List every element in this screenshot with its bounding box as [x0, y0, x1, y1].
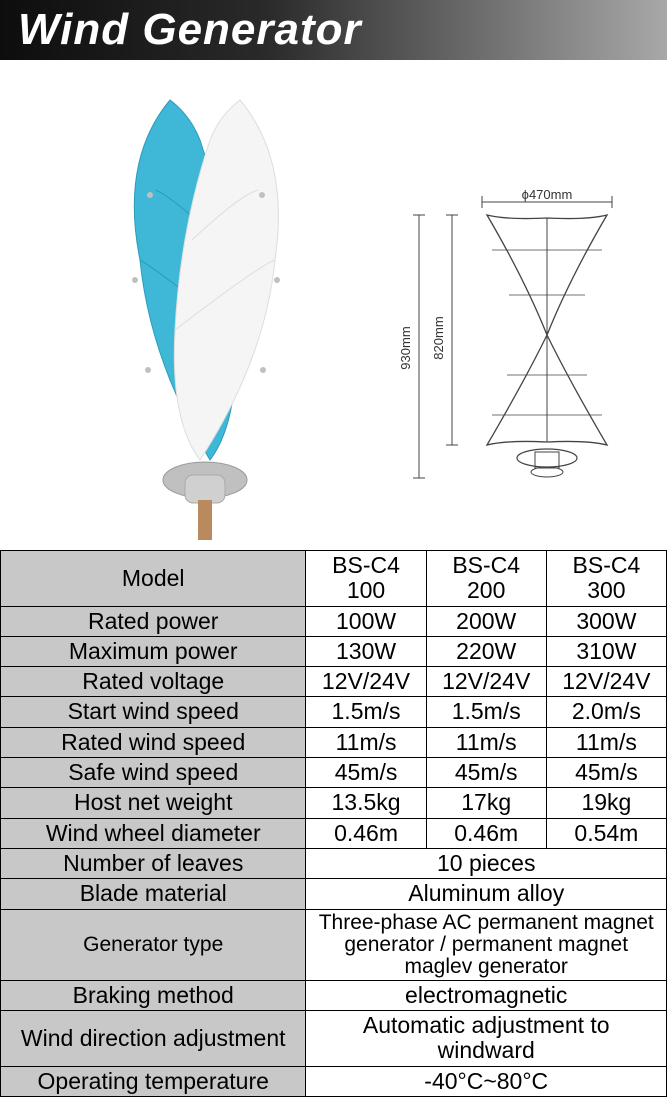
spec-value: 1.5m/s — [306, 697, 426, 727]
table-row: Number of leaves10 pieces — [1, 848, 667, 878]
table-row: Safe wind speed45m/s45m/s45m/s — [1, 758, 667, 788]
spec-label: Wind direction adjustment — [1, 1011, 306, 1067]
table-row: Operating temperature-40°C~80°C — [1, 1066, 667, 1096]
table-row: Wind wheel diameter0.46m0.46m0.54m — [1, 818, 667, 848]
spec-value: 310W — [546, 636, 666, 666]
spec-value: -40°C~80°C — [306, 1066, 667, 1096]
spec-value: 19kg — [546, 788, 666, 818]
page-title: Wind Generator — [18, 5, 362, 55]
spec-value: 100W — [306, 606, 426, 636]
turbine-schematic-drawing: ϕ470mm 820mm 930mm — [387, 190, 647, 490]
spec-value: 0.46m — [306, 818, 426, 848]
spec-value: 17kg — [426, 788, 546, 818]
table-row: Wind direction adjustmentAutomatic adjus… — [1, 1011, 667, 1067]
table-row: Generator typeThree-phase AC permanent m… — [1, 909, 667, 980]
spec-value: Three-phase AC permanent magnet generato… — [306, 909, 667, 980]
spec-value: 12V/24V — [306, 667, 426, 697]
dim-diameter: ϕ470mm — [522, 190, 573, 202]
spec-label: Rated wind speed — [1, 727, 306, 757]
product-spec-page: Wind Generator ϕ470mm — [0, 0, 667, 1097]
table-row: Braking methodelectromagnetic — [1, 980, 667, 1010]
turbine-product-image — [40, 80, 360, 540]
spec-value: 10 pieces — [306, 848, 667, 878]
table-row: ModelBS-C4 100BS-C4 200BS-C4 300 — [1, 551, 667, 607]
spec-value: 130W — [306, 636, 426, 666]
dim-height-930: 930mm — [398, 326, 413, 369]
spec-value: 11m/s — [426, 727, 546, 757]
table-row: Host net weight13.5kg17kg19kg — [1, 788, 667, 818]
spec-value: BS-C4 200 — [426, 551, 546, 607]
spec-label: Maximum power — [1, 636, 306, 666]
spec-label: Start wind speed — [1, 697, 306, 727]
spec-value: Aluminum alloy — [306, 879, 667, 909]
spec-label: Safe wind speed — [1, 758, 306, 788]
spec-label: Host net weight — [1, 788, 306, 818]
spec-value: 11m/s — [306, 727, 426, 757]
table-row: Rated voltage12V/24V12V/24V12V/24V — [1, 667, 667, 697]
spec-table: ModelBS-C4 100BS-C4 200BS-C4 300Rated po… — [0, 550, 667, 1097]
spec-value: 2.0m/s — [546, 697, 666, 727]
spec-value: 0.46m — [426, 818, 546, 848]
spec-value: 45m/s — [306, 758, 426, 788]
spec-value: 45m/s — [546, 758, 666, 788]
spec-value: BS-C4 300 — [546, 551, 666, 607]
spec-label: Rated voltage — [1, 667, 306, 697]
spec-value: 1.5m/s — [426, 697, 546, 727]
table-row: Start wind speed1.5m/s1.5m/s2.0m/s — [1, 697, 667, 727]
table-row: Rated wind speed11m/s11m/s11m/s — [1, 727, 667, 757]
spec-value: 12V/24V — [426, 667, 546, 697]
spec-value: Automatic adjustment to windward — [306, 1011, 667, 1067]
spec-value: 45m/s — [426, 758, 546, 788]
table-row: Rated power100W200W300W — [1, 606, 667, 636]
spec-value: electromagnetic — [306, 980, 667, 1010]
spec-label: Generator type — [1, 909, 306, 980]
spec-label: Wind wheel diameter — [1, 818, 306, 848]
spec-label: Braking method — [1, 980, 306, 1010]
table-row: Blade materialAluminum alloy — [1, 879, 667, 909]
spec-value: 13.5kg — [306, 788, 426, 818]
dim-height-820: 820mm — [431, 316, 446, 359]
spec-value: 0.54m — [546, 818, 666, 848]
images-row: ϕ470mm 820mm 930mm — [0, 60, 667, 550]
header-bar: Wind Generator — [0, 0, 667, 60]
spec-label: Model — [1, 551, 306, 607]
spec-value: 200W — [426, 606, 546, 636]
spec-value: 11m/s — [546, 727, 666, 757]
spec-value: 220W — [426, 636, 546, 666]
spec-value: 300W — [546, 606, 666, 636]
spec-label: Operating temperature — [1, 1066, 306, 1096]
table-row: Maximum power130W220W310W — [1, 636, 667, 666]
spec-value: 12V/24V — [546, 667, 666, 697]
spec-label: Blade material — [1, 879, 306, 909]
spec-label: Number of leaves — [1, 848, 306, 878]
spec-value: BS-C4 100 — [306, 551, 426, 607]
spec-label: Rated power — [1, 606, 306, 636]
